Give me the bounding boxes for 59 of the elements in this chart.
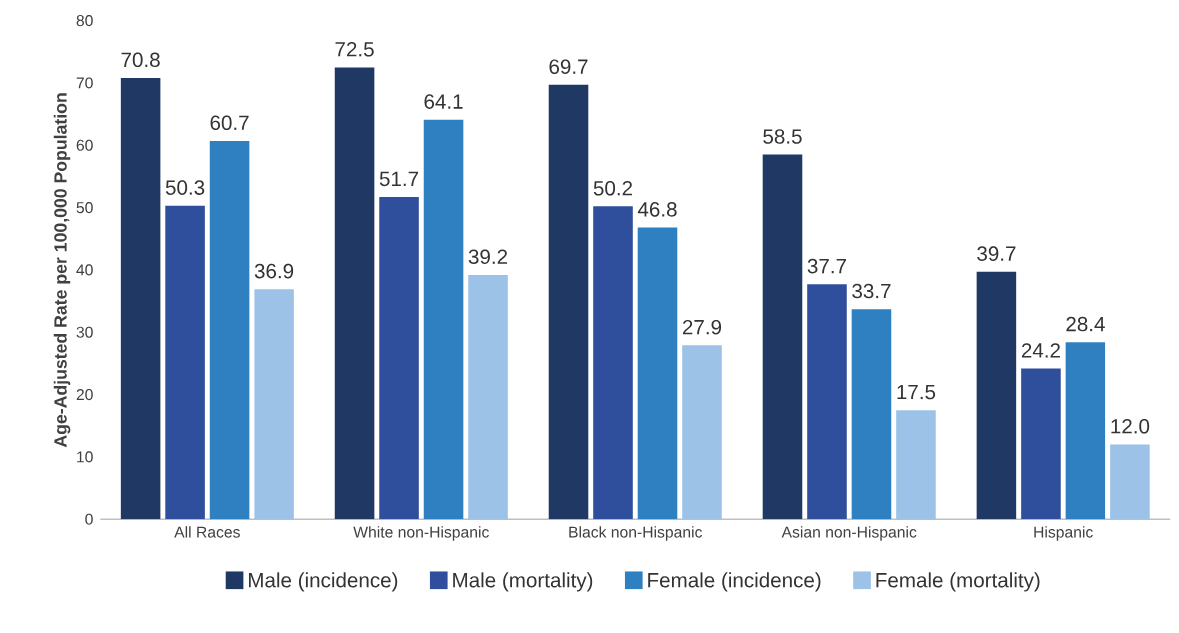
bar [593, 206, 633, 520]
y-tick-label: 60 [76, 139, 93, 151]
data-label: 24.2 [1021, 343, 1060, 358]
data-label: 12.0 [1111, 418, 1150, 434]
bar [334, 67, 375, 520]
y-tick-label: 10 [77, 451, 93, 463]
y-tick-label: 50 [76, 202, 93, 214]
y-tick-label: 30 [76, 326, 93, 338]
bar [976, 271, 1017, 520]
bar [1110, 444, 1150, 520]
data-label: 51.7 [379, 171, 419, 187]
x-tick-label: Hispanic [1034, 526, 1093, 541]
bar [1021, 368, 1061, 520]
bar [1065, 342, 1106, 520]
y-tick-label: 40 [76, 264, 93, 276]
bar [548, 84, 589, 520]
bar [468, 274, 508, 520]
data-label: 60.7 [210, 115, 249, 131]
data-label: 28.4 [1066, 316, 1105, 332]
bar [209, 140, 250, 520]
bar [423, 119, 464, 520]
data-label: 58.5 [763, 129, 802, 144]
y-tick-label: 0 [85, 513, 93, 525]
x-tick-label: Black non-Hispanic [569, 526, 703, 541]
data-label: 27.9 [682, 319, 722, 335]
data-label: 50.2 [593, 180, 633, 196]
x-tick-label: Asian non-Hispanic [781, 526, 917, 541]
bar [379, 196, 419, 520]
x-tick-label: All Races [174, 526, 240, 538]
bar [762, 154, 803, 520]
bar [896, 410, 936, 520]
data-label: 72.5 [335, 41, 374, 57]
data-label: 50.3 [165, 180, 205, 195]
data-label: 70.8 [121, 52, 160, 68]
data-label: 33.7 [852, 283, 891, 299]
data-label: 64.1 [424, 94, 463, 109]
legend-label: Female (mortality) [876, 572, 1040, 592]
data-label: 39.2 [468, 249, 508, 265]
y-axis-title: Age-Adjusted Rate per 100,000 Population [53, 93, 71, 448]
data-label: 37.7 [807, 258, 846, 274]
y-tick-label: 80 [76, 15, 93, 27]
data-label: 69.7 [549, 59, 588, 74]
data-label: 36.9 [254, 263, 294, 279]
bar [120, 77, 161, 520]
data-label: 17.5 [897, 384, 936, 400]
y-tick-label: 70 [76, 77, 93, 89]
data-label: 39.7 [977, 246, 1016, 261]
bar [807, 284, 847, 520]
data-label: 46.8 [637, 202, 677, 217]
bar [682, 345, 722, 520]
bar [165, 205, 205, 520]
bar [851, 309, 892, 520]
y-tick-label: 20 [76, 388, 93, 401]
legend-label: Female (incidence) [648, 572, 821, 592]
legend-label: Male (incidence) [249, 572, 398, 592]
bar [637, 227, 678, 520]
x-tick-label: White non-Hispanic [353, 526, 489, 541]
legend-label: Male (mortality) [453, 572, 593, 592]
bar [254, 289, 294, 520]
